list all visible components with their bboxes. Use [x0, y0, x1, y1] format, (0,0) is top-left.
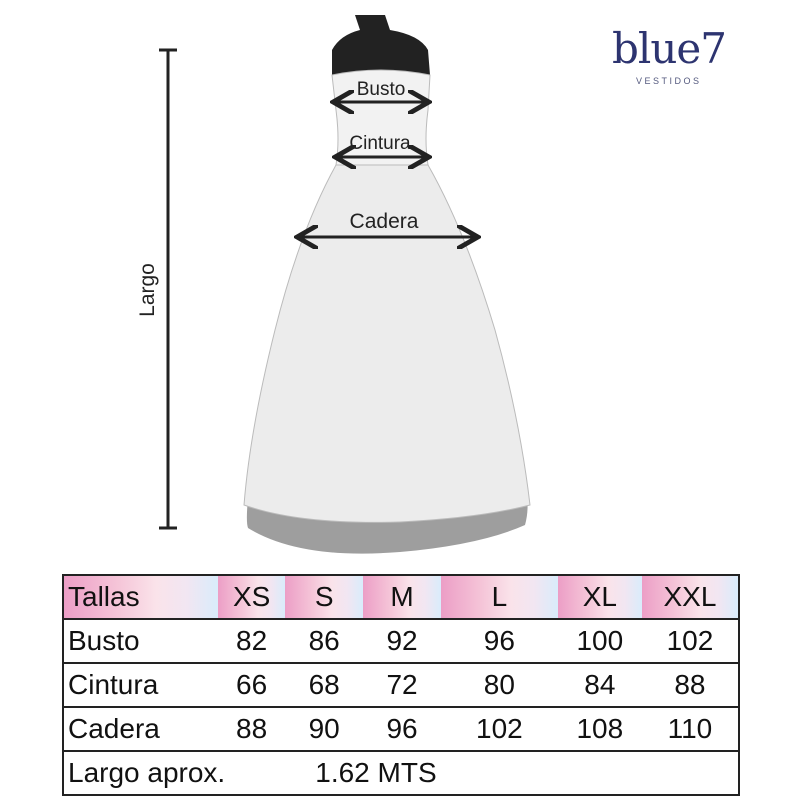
- table-cell: 82: [218, 618, 286, 664]
- table-cell: 92: [363, 618, 441, 664]
- largo-row-value: 1.62 MTS: [285, 750, 558, 796]
- header-cell: Tallas: [63, 574, 218, 620]
- table-cell: 68: [285, 662, 364, 708]
- dress-skirt: [243, 164, 531, 523]
- table-cell: 110: [641, 706, 739, 752]
- header-cell: XS: [218, 574, 286, 620]
- cintura-label: Cintura: [349, 133, 411, 154]
- table-cell: 108: [557, 706, 642, 752]
- header-cell: XXL: [641, 574, 739, 620]
- largo-row-empty-cell: [557, 750, 739, 796]
- header-cell: S: [285, 574, 364, 620]
- table-cell: 90: [285, 706, 364, 752]
- row-label: Cintura: [63, 662, 218, 708]
- table-row: Cadera 88 90 96 102 108 110: [63, 706, 739, 752]
- size-table: Tallas XS S M L XL XXL Busto 82 86 92 96…: [62, 574, 740, 796]
- table-cell: 96: [363, 706, 441, 752]
- table-header-row: Tallas XS S M L XL XXL: [63, 574, 739, 620]
- largo-row-label: Largo aprox.: [63, 750, 286, 796]
- row-label: Cadera: [63, 706, 218, 752]
- table-cell: 86: [285, 618, 364, 664]
- table-cell: 80: [440, 662, 558, 708]
- logo-text: blue7: [612, 24, 727, 73]
- mannequin-torso: [332, 15, 430, 75]
- table-row-largo: Largo aprox. 1.62 MTS: [63, 750, 739, 796]
- row-label: Busto: [63, 618, 218, 664]
- table-cell: 88: [218, 706, 286, 752]
- largo-label: Largo: [136, 263, 159, 317]
- table-row: Busto 82 86 92 96 100 102: [63, 618, 739, 664]
- table-cell: 84: [557, 662, 642, 708]
- table-cell: 100: [557, 618, 642, 664]
- table-cell: 72: [363, 662, 441, 708]
- table-cell: 96: [440, 618, 558, 664]
- table-cell: 88: [641, 662, 739, 708]
- table-cell: 66: [218, 662, 286, 708]
- busto-label: Busto: [356, 79, 406, 100]
- header-cell: XL: [557, 574, 642, 620]
- header-cell: M: [363, 574, 441, 620]
- dress-diagram: [159, 15, 531, 554]
- header-cell: L: [440, 574, 558, 620]
- table-cell: 102: [440, 706, 558, 752]
- logo-subtext: VESTIDOS: [636, 76, 702, 86]
- brand-logo: blue7 VESTIDOS: [612, 24, 727, 87]
- cadera-label: Cadera: [349, 210, 419, 233]
- table-row: Cintura 66 68 72 80 84 88: [63, 662, 739, 708]
- table-cell: 102: [641, 618, 739, 664]
